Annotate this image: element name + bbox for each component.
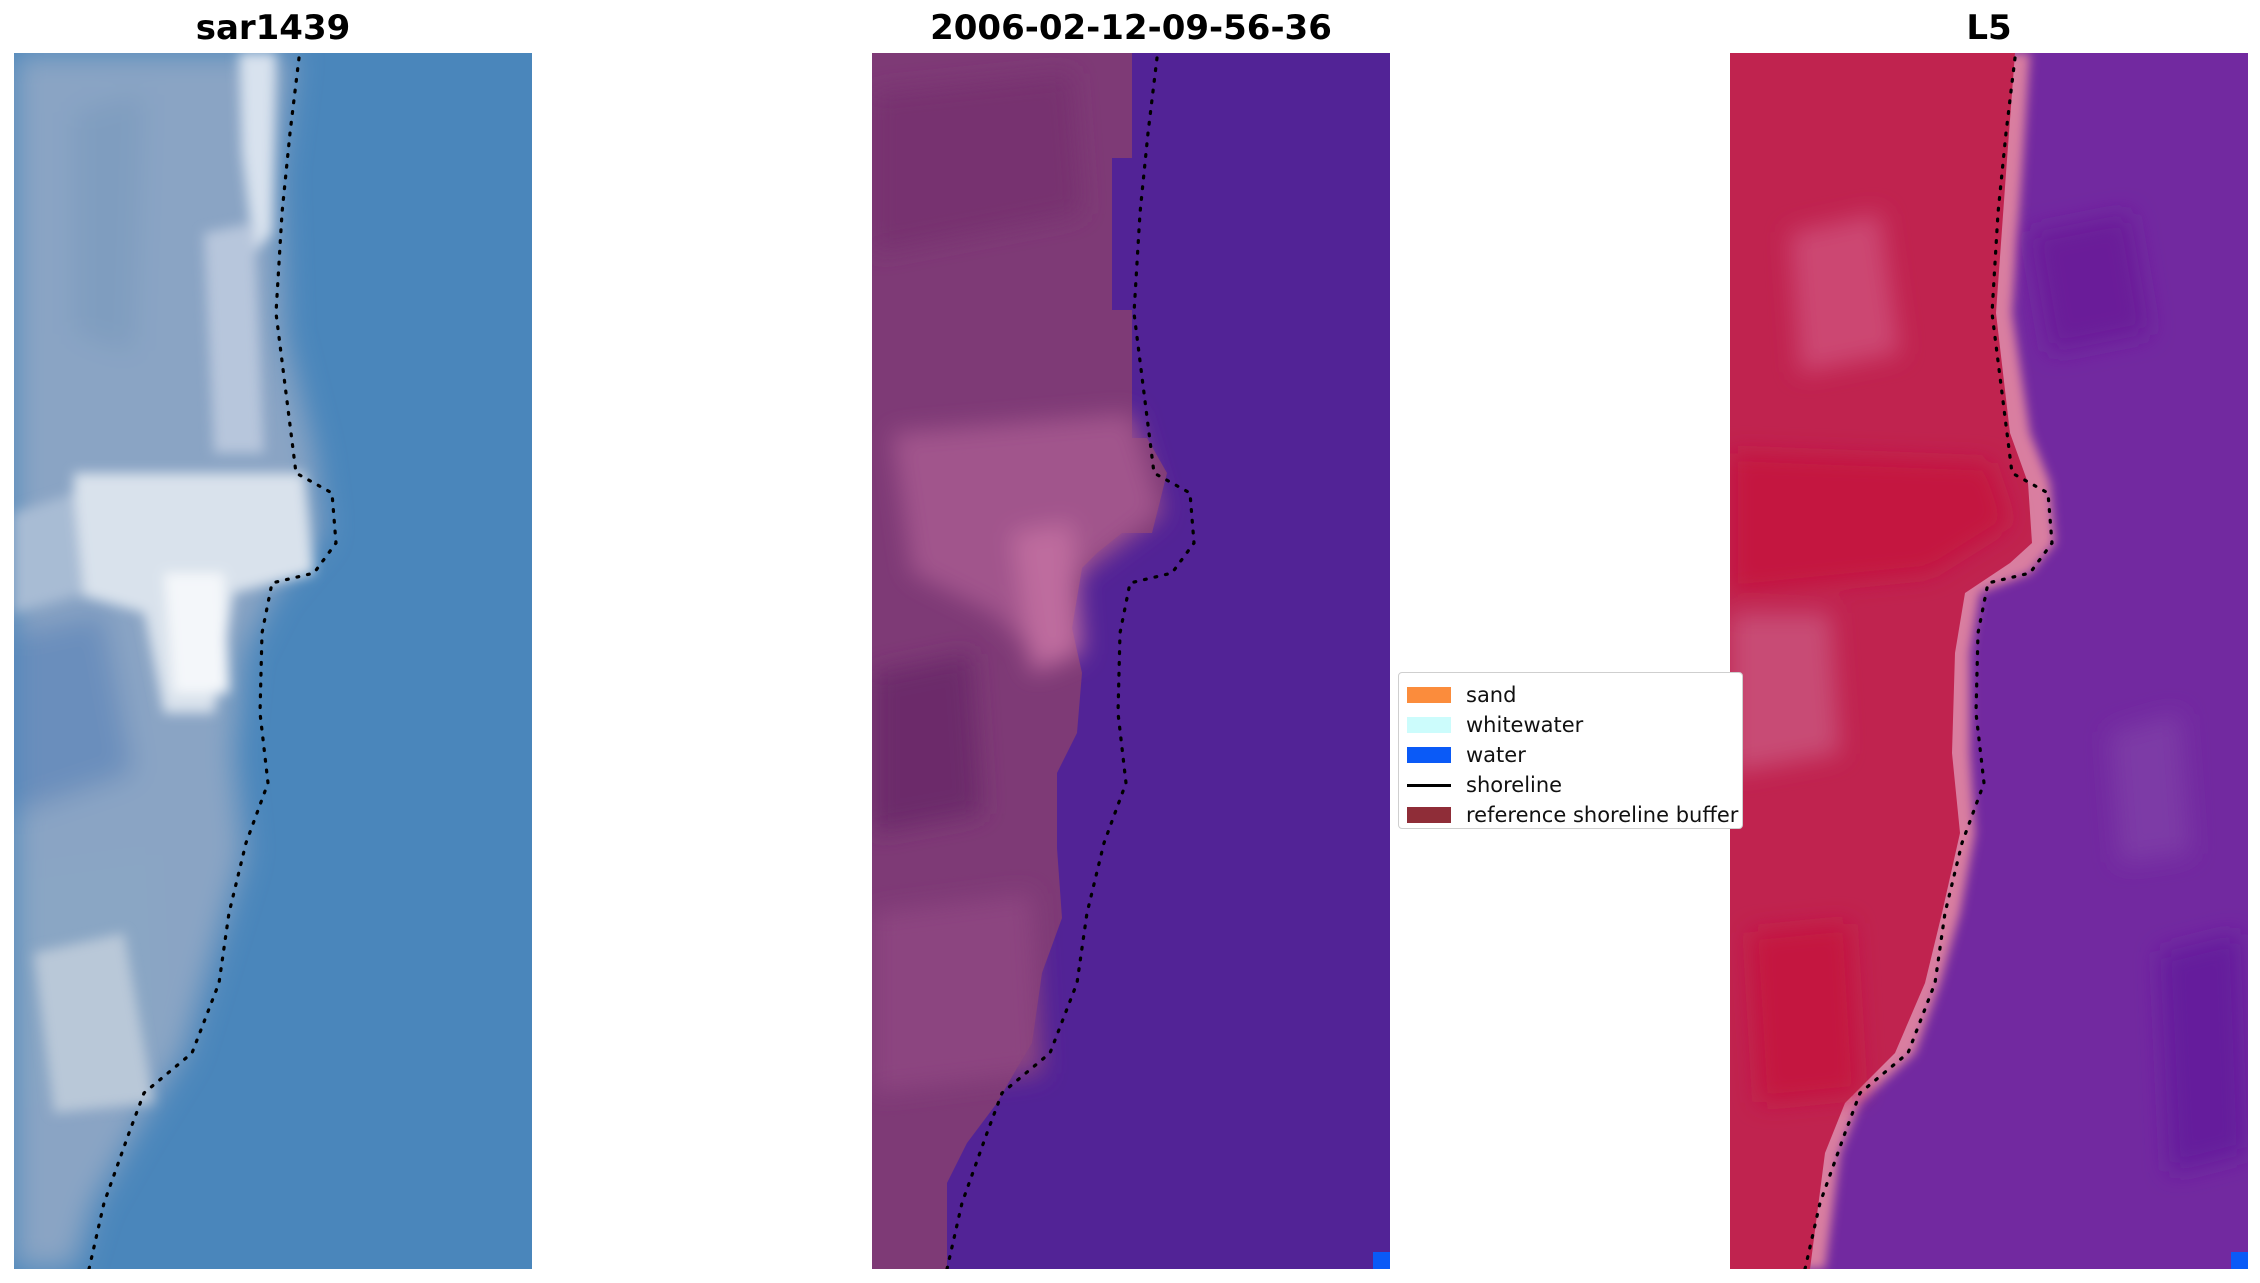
legend-label-whitewater: whitewater	[1466, 713, 1584, 737]
legend-swatch-whitewater	[1407, 717, 1451, 733]
panel-title-left: sar1439	[195, 8, 351, 48]
legend-label-water: water	[1466, 743, 1526, 767]
index-image	[1730, 53, 2248, 1269]
legend-item-shoreline: shoreline	[1407, 772, 1562, 798]
panel-title-center: 2006-02-12-09-56-36	[930, 8, 1332, 48]
index-image-panel	[1730, 53, 2248, 1269]
shoreline-dots	[1803, 56, 2054, 1269]
legend-label-reference-buffer: reference shoreline buffer	[1466, 803, 1739, 827]
legend: sand whitewater water shoreline referenc…	[1398, 672, 1743, 829]
legend-swatch-sand	[1407, 687, 1451, 703]
water-pixel	[1373, 1252, 1390, 1269]
shoreline-dots	[87, 56, 338, 1269]
legend-line-shoreline	[1407, 783, 1451, 787]
legend-item-reference-buffer: reference shoreline buffer	[1407, 802, 1738, 828]
rgb-image-panel	[14, 53, 532, 1269]
panel-title-right: L5	[1966, 8, 2012, 48]
classified-image	[872, 53, 1390, 1269]
legend-swatch-water	[1407, 747, 1451, 763]
legend-label-shoreline: shoreline	[1466, 773, 1563, 797]
legend-swatch-reference-buffer	[1407, 807, 1451, 823]
legend-label-sand: sand	[1466, 683, 1517, 707]
water-pixel	[2231, 1252, 2248, 1269]
rgb-image	[14, 53, 532, 1269]
legend-item-whitewater: whitewater	[1407, 712, 1583, 738]
legend-item-sand: sand	[1407, 682, 1516, 708]
shoreline-dots	[945, 56, 1196, 1269]
legend-item-water: water	[1407, 742, 1526, 768]
classified-image-panel	[872, 53, 1390, 1269]
